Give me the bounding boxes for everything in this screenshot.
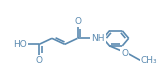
Text: CH₃: CH₃ [141,56,157,65]
Text: O: O [74,17,81,26]
Text: O: O [121,49,128,58]
Text: NH: NH [91,34,104,43]
Text: HO: HO [13,40,27,49]
Text: O: O [36,56,43,65]
